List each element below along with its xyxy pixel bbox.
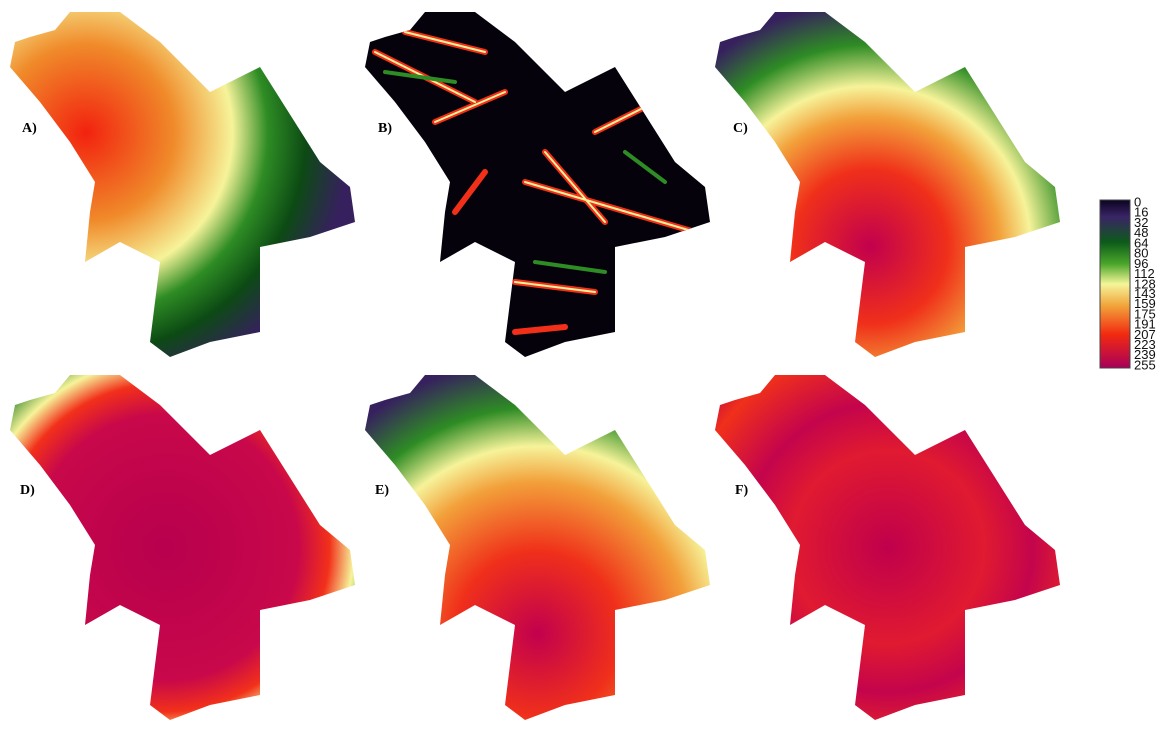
legend-tick-label: 255 — [1134, 357, 1156, 372]
map-b — [365, 12, 710, 357]
panel-label: C) — [733, 121, 748, 136]
figure: A) B) C) D) E) F) 0163248648096112128143… — [0, 0, 1171, 744]
panel-label: A) — [22, 121, 37, 136]
panel-label: B) — [378, 121, 392, 136]
panel-label: F) — [735, 483, 749, 498]
color-bar — [1100, 200, 1130, 368]
panel-label: D) — [20, 483, 35, 498]
map-a — [10, 12, 355, 357]
map-c — [715, 12, 1060, 357]
panel-label: E) — [375, 483, 389, 498]
legend: 0163248648096112128143159175191207223239… — [1100, 194, 1156, 372]
map-e — [365, 375, 710, 720]
map-f — [715, 375, 1060, 720]
map-d — [10, 375, 355, 720]
